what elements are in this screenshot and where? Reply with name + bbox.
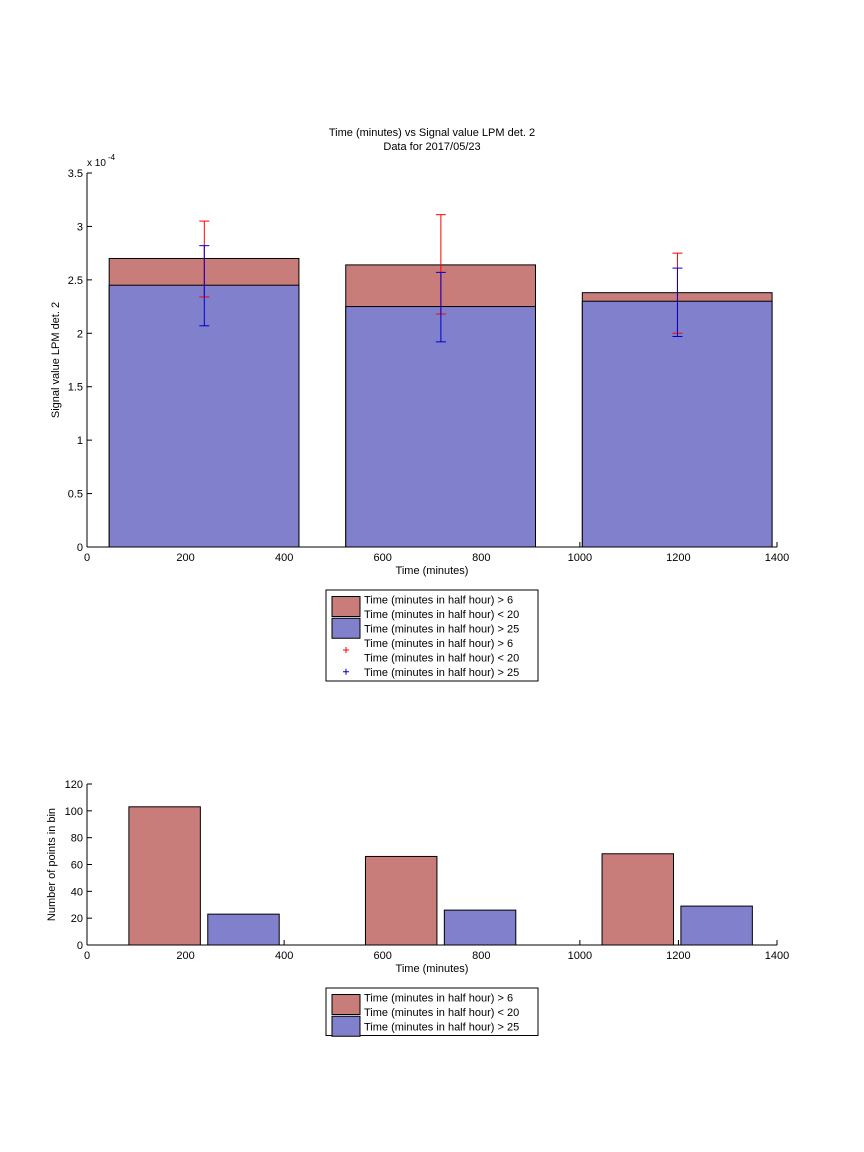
x-tick-label: 800	[472, 552, 490, 564]
x-tick-label: 1200	[666, 552, 690, 564]
legend-box	[325, 589, 539, 682]
x-tick-label: 200	[176, 552, 194, 564]
legend-label: Time (minutes in half hour) > 25	[364, 1022, 519, 1034]
legend-label: Time (minutes in half hour) > 6	[364, 595, 513, 607]
y-tick-label: 2	[77, 328, 83, 340]
x-tick-label: 400	[275, 552, 293, 564]
x-tick-label: 800	[472, 950, 490, 962]
y-exponent-power: -4	[108, 153, 116, 162]
bar-red	[364, 855, 438, 946]
x-tick-label: 0	[84, 950, 90, 962]
bar-blue	[207, 913, 280, 946]
y-tick-label: 40	[71, 886, 83, 898]
x-tick-label: 400	[275, 950, 293, 962]
x-tick-label: 1400	[765, 552, 789, 564]
legend-swatch	[331, 1015, 361, 1037]
bar-blue	[443, 909, 517, 946]
y-tick-label: 100	[65, 806, 83, 818]
y-axis-label: Signal value LPM det. 2	[50, 302, 62, 418]
legend-swatch	[331, 994, 361, 1015]
chart-title: Time (minutes) vs Signal value LPM det. …	[329, 127, 535, 139]
y-tick-label: 3	[77, 221, 83, 233]
bar-blue	[345, 306, 536, 548]
y-tick-label: 20	[71, 913, 83, 925]
y-axis-label: Number of points in bin	[46, 808, 58, 921]
y-tick-label: 0	[77, 940, 83, 952]
x-tick-label: 600	[374, 552, 392, 564]
bar-red	[128, 806, 201, 946]
x-axis-label: Time (minutes)	[396, 963, 469, 975]
x-tick-label: 200	[176, 950, 194, 962]
legend-label: Time (minutes in half hour) > 6	[364, 993, 513, 1005]
top-chart: 0 200 400 600 800 1000 1200 1400 0 0.5 1 1.5 2 2.5 3 3.…	[50, 153, 789, 577]
legend-label: Time (minutes in half hour) < 20	[364, 1007, 519, 1019]
y-tick-label: 3.5	[68, 168, 83, 180]
x-tick-label: 0	[84, 552, 90, 564]
bottom-legend: Time (minutes in half hour) > 6 Time (min…	[325, 987, 539, 1037]
x-tick-label: 600	[374, 950, 392, 962]
bottom-chart: 0 200 400 600 800 1000 1200 1400 0 20 40 60 80 100 120…	[46, 779, 789, 975]
legend-swatch	[331, 596, 361, 617]
y-tick-label: 0	[77, 542, 83, 554]
x-tick-label: 1000	[568, 552, 592, 564]
chart-subtitle: Data for 2017/05/23	[383, 141, 480, 153]
legend-label: Time (minutes in half hour) < 20	[364, 609, 519, 621]
legend-label: Time (minutes in half hour) < 20	[364, 653, 519, 665]
y-tick-label: 2.5	[68, 275, 83, 287]
y-tick-label: 80	[71, 833, 83, 845]
x-axis-label: Time (minutes)	[396, 565, 469, 577]
legend-box	[325, 987, 539, 1036]
legend-label: Time (minutes in half hour) > 25	[364, 624, 519, 636]
y-tick-label: 1	[77, 435, 83, 447]
bar-red	[601, 853, 674, 946]
bar-blue	[680, 905, 753, 946]
y-tick-label: 120	[65, 779, 83, 791]
x-tick-label: 1400	[765, 950, 789, 962]
bar-blue	[581, 300, 773, 548]
legend-swatch	[331, 617, 361, 639]
y-tick-label: 0.5	[68, 489, 83, 501]
legend-label: Time (minutes in half hour) > 25	[364, 667, 519, 679]
y-tick-label: 1.5	[68, 382, 83, 394]
bar-blue	[108, 284, 300, 548]
top-legend: Time (minutes in half hour) > 6 Time (min…	[325, 589, 539, 682]
y-exponent-label: x 10	[87, 158, 106, 169]
y-tick-label: 60	[71, 860, 83, 872]
legend-label: Time (minutes in half hour) > 6	[364, 638, 513, 650]
x-tick-label: 1000	[568, 950, 592, 962]
x-tick-label: 1200	[666, 950, 690, 962]
